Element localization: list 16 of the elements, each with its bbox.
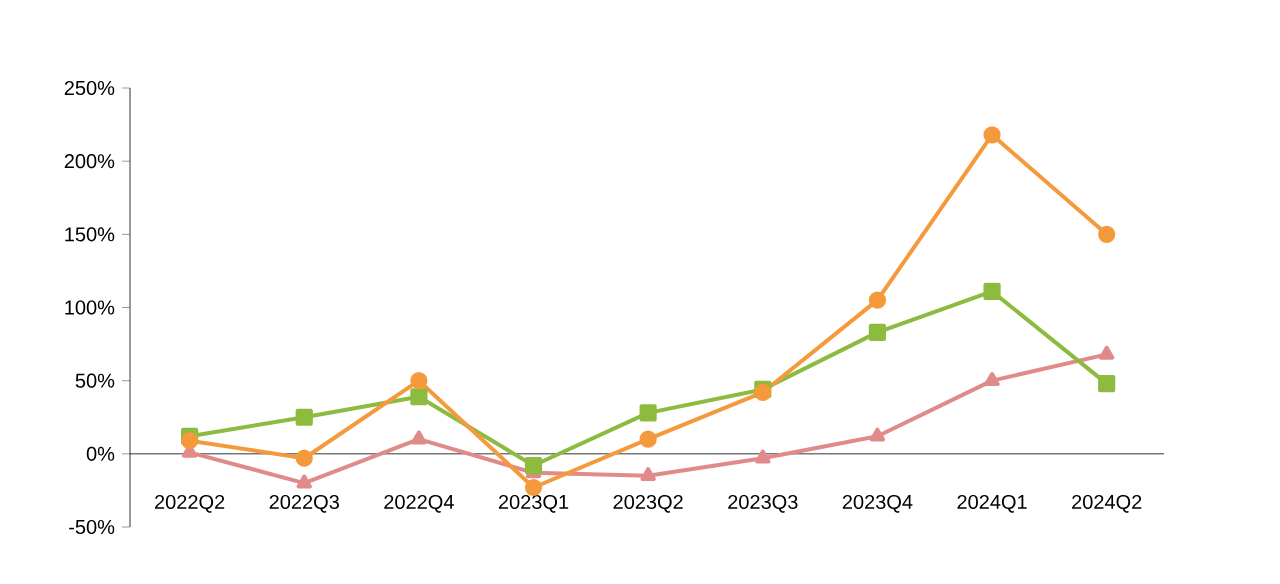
- x-tick-label: 2022Q4: [384, 494, 454, 513]
- y-tick-label: 100%: [65, 300, 115, 315]
- x-tick-label: 2024Q1: [957, 494, 1027, 513]
- x-tick-label: 2024Q2: [1072, 494, 1142, 513]
- y-tick-label: 150%: [65, 227, 115, 242]
- y-tick-label: 200%: [64, 154, 115, 169]
- x-tick-label: 2022Q2: [155, 494, 225, 513]
- y-tick-label: 0%: [86, 446, 115, 461]
- x-tick-label: 2023Q2: [613, 494, 683, 513]
- x-tick-label: 2023Q3: [728, 494, 798, 513]
- x-tick-label: 2023Q1: [498, 494, 569, 513]
- y-tick-label: 50%: [75, 373, 115, 388]
- y-tick-label: -50%: [69, 519, 115, 535]
- y-tick-label: 250%: [64, 80, 115, 96]
- x-tick-label: 2022Q3: [269, 494, 339, 513]
- x-tick-label: 2023Q4: [842, 494, 913, 513]
